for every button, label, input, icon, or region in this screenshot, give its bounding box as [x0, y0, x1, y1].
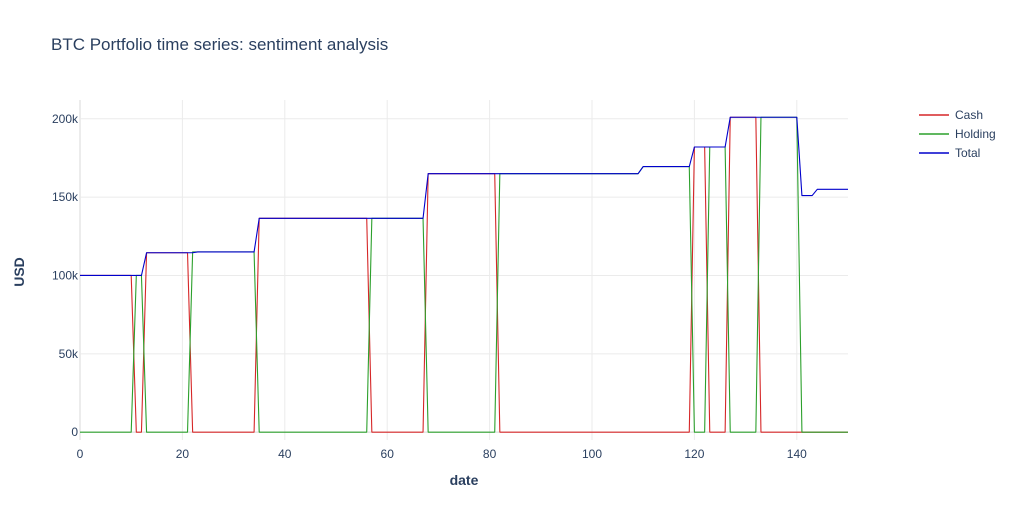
y-tick-label: 200k	[52, 112, 79, 126]
x-tick-label: 120	[684, 447, 704, 461]
legend-label: Cash	[955, 108, 983, 122]
y-axis-title: USD	[11, 257, 27, 287]
y-tick-label: 150k	[52, 190, 79, 204]
legend-item-total[interactable]: Total	[919, 146, 980, 160]
y-tick-label: 50k	[59, 347, 79, 361]
x-tick-label: 40	[278, 447, 292, 461]
legend-label: Total	[955, 146, 980, 160]
legend-item-holding[interactable]: Holding	[919, 127, 996, 141]
chart-title: BTC Portfolio time series: sentiment ana…	[51, 35, 388, 54]
series-line-cash	[80, 116, 848, 433]
y-axis-ticks: 0 50k 100k 150k 200k	[52, 112, 79, 439]
grid-lines	[79, 100, 848, 440]
x-tick-label: 100	[582, 447, 602, 461]
series-lines	[80, 116, 848, 433]
x-tick-label: 0	[77, 447, 84, 461]
x-tick-label: 20	[176, 447, 190, 461]
x-axis-title: date	[450, 472, 479, 488]
legend-item-cash[interactable]: Cash	[919, 108, 983, 122]
x-tick-label: 140	[787, 447, 807, 461]
x-tick-label: 60	[381, 447, 395, 461]
x-tick-label: 80	[483, 447, 497, 461]
y-tick-label: 0	[71, 425, 78, 439]
y-tick-label: 100k	[52, 268, 79, 282]
legend-label: Holding	[955, 127, 996, 141]
series-line-total	[80, 116, 848, 277]
series-line-holding	[80, 116, 848, 433]
legend[interactable]: Cash Holding Total	[919, 108, 996, 160]
x-axis-ticks: 0 20 40 60 80 100 120 140	[77, 447, 807, 461]
